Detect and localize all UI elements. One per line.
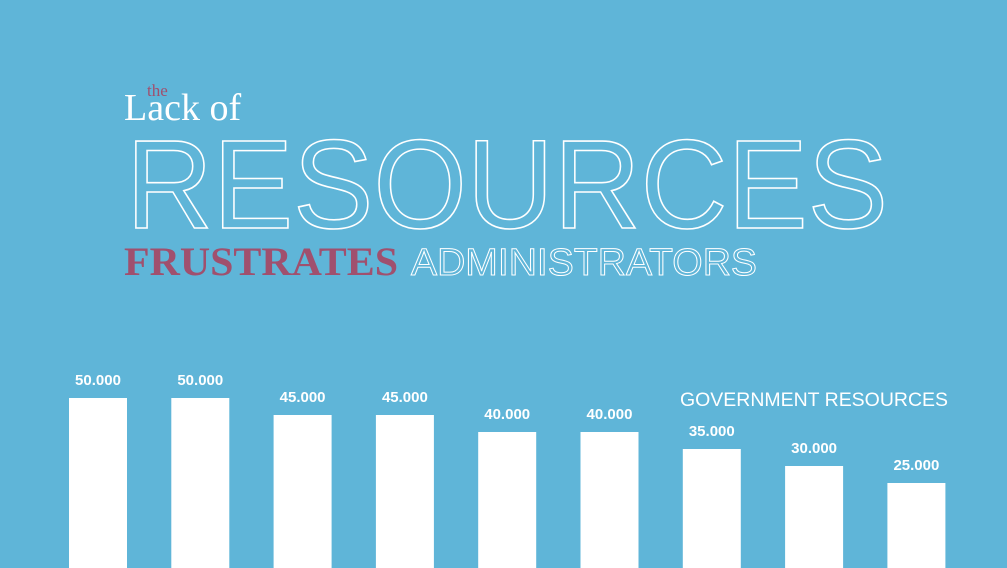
- headline: RESOURCES: [126, 114, 888, 255]
- bar: [887, 483, 946, 568]
- bar: [273, 415, 332, 568]
- bar: [375, 415, 434, 568]
- series-label: GOVERNMENT RESOURCES: [680, 390, 948, 411]
- value-label: 45.000: [280, 389, 326, 406]
- value-label: 50.000: [75, 372, 121, 389]
- subtitle: ADMINISTRATORS: [411, 242, 757, 284]
- value-label: 50.000: [177, 372, 223, 389]
- bar: [682, 449, 741, 568]
- pretitle: the: [147, 81, 168, 100]
- bar: [69, 398, 127, 568]
- bar: [580, 432, 639, 568]
- value-label: 30.000: [791, 440, 837, 457]
- bar: [785, 466, 844, 568]
- title: Lack of: [124, 87, 241, 129]
- value-label: 25.000: [893, 457, 939, 474]
- value-label: 40.000: [484, 406, 530, 423]
- bar: [171, 398, 230, 568]
- value-label: 40.000: [587, 406, 633, 423]
- subtitle-emphasis: FRUSTRATES: [124, 239, 398, 284]
- bar: [478, 432, 537, 568]
- value-label: 35.000: [689, 423, 735, 440]
- value-label: 45.000: [382, 389, 428, 406]
